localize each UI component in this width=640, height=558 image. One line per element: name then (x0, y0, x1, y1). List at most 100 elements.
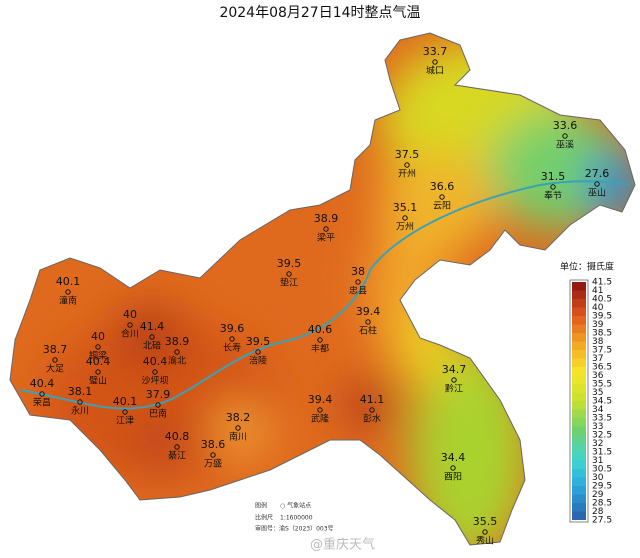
footnote-legend-item: ○ 气象站点 (280, 502, 311, 510)
station-name: 沙坪坝 (141, 376, 168, 387)
station-value: 39.6 (220, 322, 245, 335)
station-value: 31.5 (541, 170, 566, 183)
legend-swatch (572, 503, 586, 512)
station-value: 40.4 (30, 377, 55, 390)
legend-swatch (572, 511, 586, 520)
station-value: 40.1 (56, 275, 81, 288)
station-dot (149, 334, 155, 340)
station-dot (122, 409, 128, 415)
station-dot (286, 271, 292, 277)
station-name: 忠县 (349, 286, 367, 297)
legend-tick-label: 29.5 (592, 482, 612, 492)
legend-title: 单位：摄氏度 (560, 261, 614, 273)
station-dot (323, 226, 329, 232)
station-name: 南川 (229, 431, 247, 443)
station-value: 36.6 (430, 180, 455, 193)
legend-swatch (572, 299, 586, 308)
legend-tick-label: 37.5 (592, 346, 612, 356)
legend-tick-label: 41 (592, 286, 603, 296)
station-name: 垫江 (280, 277, 298, 289)
footnote-scale: 1:1600000 (280, 515, 313, 522)
station-name: 长寿 (223, 342, 241, 354)
legend-swatch (572, 358, 586, 367)
legend-tick-label: 31.5 (592, 448, 612, 458)
station-value: 37.5 (395, 148, 420, 161)
station-dot (255, 349, 261, 355)
station-name: 万盛 (204, 458, 222, 470)
station-dot (355, 279, 361, 285)
legend-swatch (572, 307, 586, 316)
legend-swatch (572, 367, 586, 376)
legend-tick-label: 32.5 (592, 431, 612, 441)
station-value: 38.9 (314, 212, 339, 225)
station-value: 27.6 (585, 167, 610, 180)
station-name: 渝北 (168, 355, 186, 367)
station-dot (439, 194, 445, 200)
legend-swatch (572, 282, 586, 291)
legend-tick-label: 38.5 (592, 329, 612, 339)
legend-tick-label: 39.5 (592, 312, 612, 322)
station-name: 武隆 (311, 413, 329, 425)
station-value: 33.7 (423, 45, 448, 58)
station-value: 38.2 (226, 411, 251, 424)
station-dot (369, 407, 375, 413)
station-value: 38.6 (201, 438, 226, 451)
station-name: 黔江 (445, 383, 463, 395)
station-value: 38.9 (165, 335, 190, 348)
legend-swatch (572, 341, 586, 350)
legend-tick-label: 27.5 (592, 516, 612, 526)
station-name: 巴南 (149, 408, 167, 420)
station-dot (152, 369, 158, 375)
station-name: 江津 (116, 416, 134, 427)
legend-tick-label: 34 (592, 405, 604, 415)
station-dot (95, 344, 101, 350)
station-name: 巫溪 (556, 139, 574, 151)
legend-swatch (572, 486, 586, 495)
legend-swatch (572, 443, 586, 452)
legend-swatch (572, 426, 586, 435)
station-value: 38.7 (43, 343, 68, 356)
station-dot (562, 133, 568, 139)
station-dot (229, 336, 235, 342)
legend-tick-label: 32 (592, 439, 603, 449)
station-name: 城口 (426, 66, 444, 77)
station-value: 34.7 (442, 363, 467, 376)
station-name: 万州 (396, 222, 414, 233)
station-dot (39, 391, 45, 397)
station-dot (174, 349, 180, 355)
station-value: 40 (123, 308, 137, 321)
station-name: 彭水 (363, 413, 381, 425)
station-value: 35.5 (473, 515, 498, 528)
station-dot (404, 162, 410, 168)
station-dot (402, 215, 408, 221)
station-name: 合川 (121, 328, 139, 340)
station-dot (95, 369, 101, 375)
legend-swatch (572, 409, 586, 418)
station-value: 41.4 (140, 320, 165, 333)
legend-swatch (572, 324, 586, 333)
station-name: 云阳 (433, 201, 451, 212)
legend-swatch (572, 418, 586, 427)
station-dot (317, 337, 323, 343)
station-value: 41.1 (360, 393, 385, 406)
station-value: 40.6 (308, 323, 333, 336)
station-name: 秀山 (476, 535, 494, 547)
station-name: 石柱 (359, 325, 377, 337)
legend-swatch (572, 316, 586, 325)
watermark: @重庆天气 (310, 537, 375, 553)
station-value: 39.5 (246, 335, 271, 348)
station-value: 40 (91, 330, 105, 343)
legend-swatch (572, 460, 586, 469)
legend-swatch (572, 375, 586, 384)
station-name: 潼南 (59, 295, 77, 307)
station-name: 奉节 (544, 190, 562, 202)
legend-tick-label: 31 (592, 456, 603, 466)
station-dot (594, 181, 600, 187)
station-name: 大足 (46, 363, 64, 375)
legend-tick-label: 28 (592, 507, 604, 517)
station-name: 璧山 (89, 375, 107, 387)
station-dot (210, 452, 216, 458)
legend-swatch (572, 452, 586, 461)
